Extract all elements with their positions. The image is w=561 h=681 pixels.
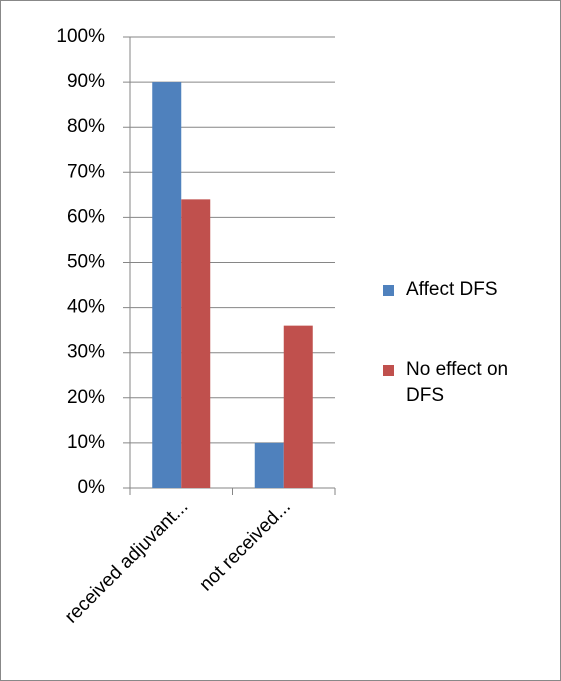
y-tick-label: 0% [78, 477, 106, 498]
legend-label: No effect on DFS [406, 359, 509, 406]
y-tick-label: 10% [67, 432, 105, 453]
legend-swatch [383, 365, 394, 376]
bar [181, 199, 211, 489]
y-tick-label: 40% [67, 297, 105, 318]
y-tick-label: 50% [67, 252, 105, 273]
y-tick-label: 90% [67, 71, 105, 92]
y-tick-label: 70% [67, 161, 105, 182]
y-tick-label: 60% [67, 206, 105, 227]
legend-swatch [383, 285, 394, 296]
y-tick-label: 80% [67, 116, 105, 137]
y-tick-label: 30% [67, 342, 105, 363]
bar [152, 82, 182, 488]
y-tick-label: 20% [67, 387, 105, 408]
y-tick-label: 100% [56, 26, 105, 47]
bar [283, 325, 313, 488]
legend-label: Affect DFS [406, 279, 498, 300]
bar [254, 442, 284, 488]
